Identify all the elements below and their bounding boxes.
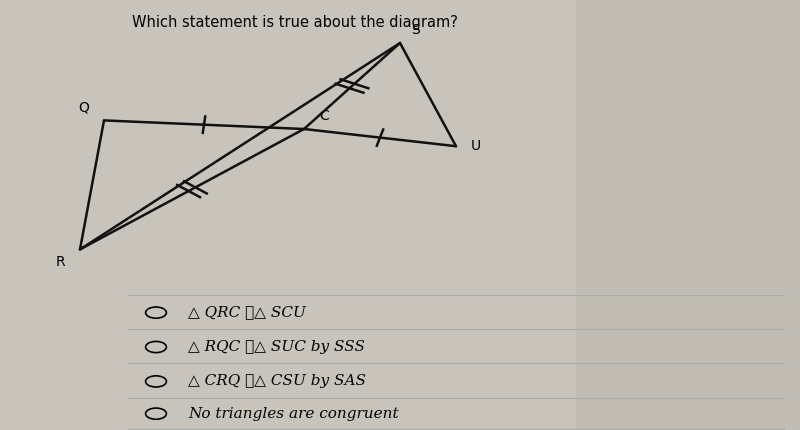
Text: C: C — [319, 109, 329, 123]
Text: Which statement is true about the diagram?: Which statement is true about the diagra… — [132, 15, 458, 30]
Text: U: U — [471, 139, 481, 153]
Text: △ RQC ≅△ SUC by SSS: △ RQC ≅△ SUC by SSS — [188, 340, 365, 354]
Text: S: S — [412, 23, 420, 37]
Text: △ CRQ ≅△ CSU by SAS: △ CRQ ≅△ CSU by SAS — [188, 375, 366, 388]
Text: No triangles are congruent: No triangles are congruent — [188, 407, 398, 421]
Text: △ QRC ≅△ SCU: △ QRC ≅△ SCU — [188, 306, 306, 319]
Text: R: R — [55, 255, 65, 269]
Text: Q: Q — [78, 101, 90, 114]
Bar — [576, 0, 800, 430]
